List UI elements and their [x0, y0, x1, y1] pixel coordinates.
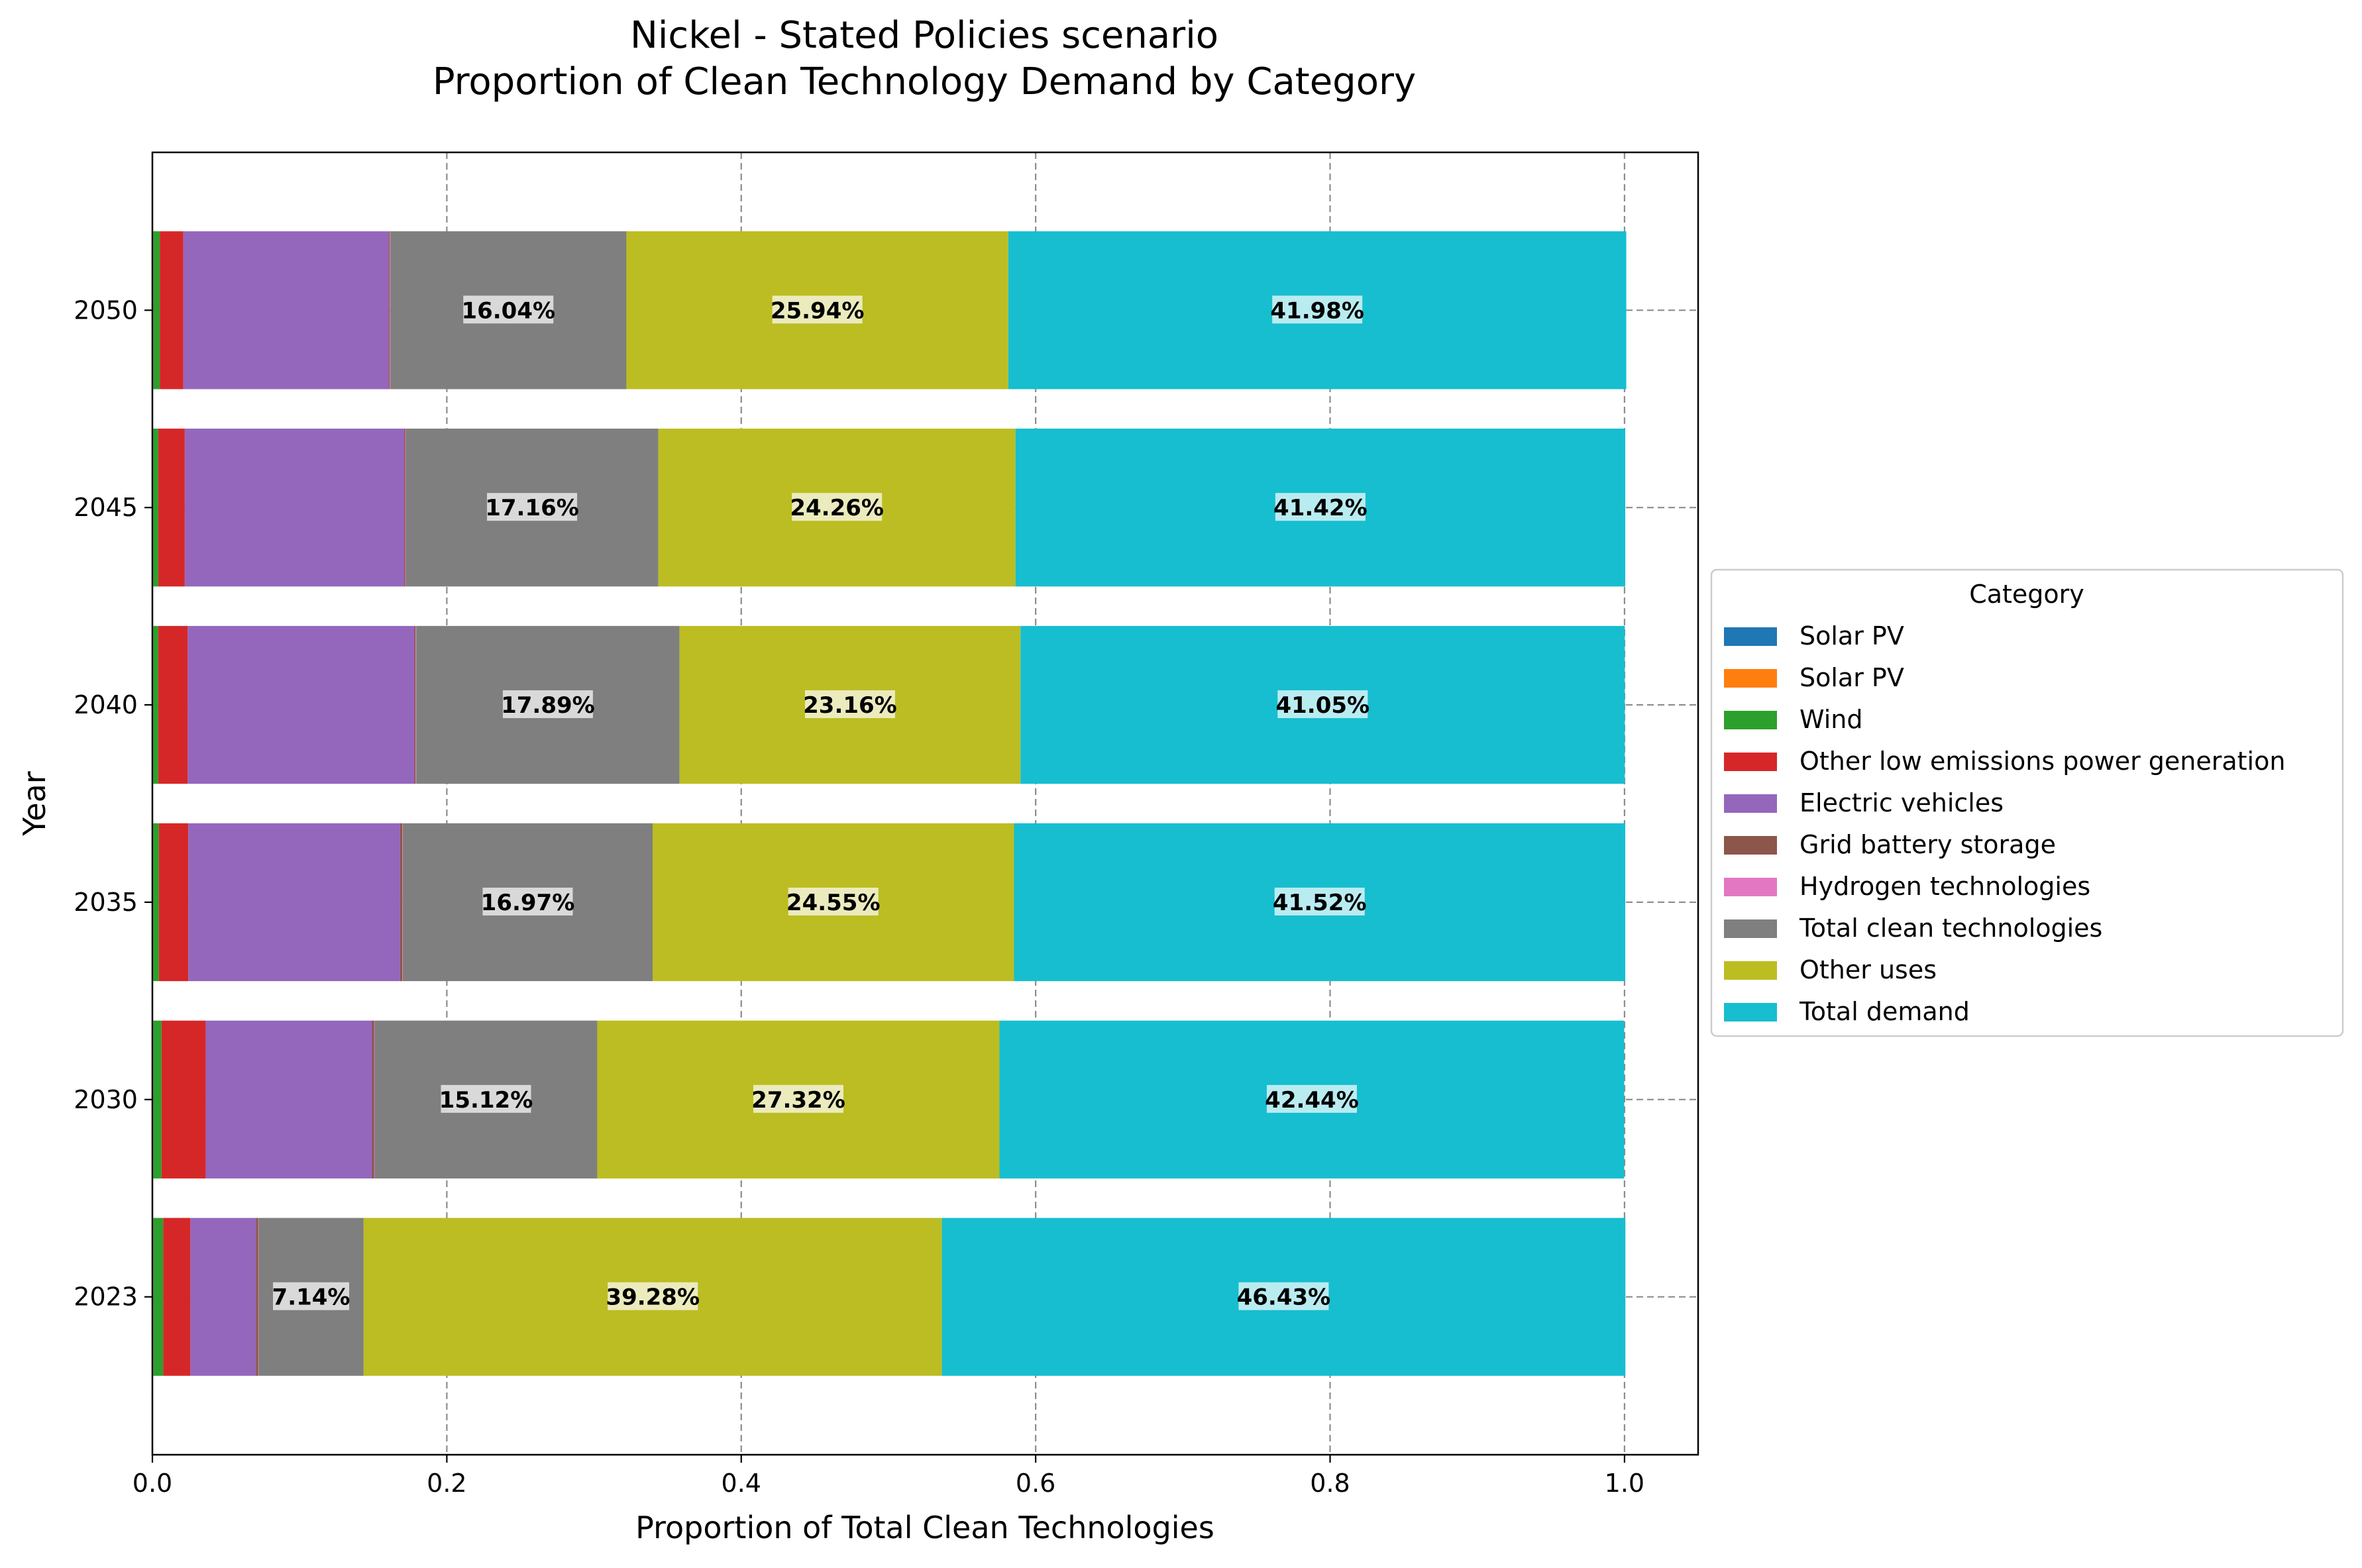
x-tick-label: 0.0 [133, 1469, 172, 1498]
bar-2035-series-4 [188, 823, 400, 981]
bar-2040-series-4 [188, 626, 414, 784]
legend-swatch [1724, 836, 1777, 855]
bar-2023-series-3 [163, 1218, 190, 1376]
bar-label-2023-series-9: 46.43% [1237, 1284, 1331, 1311]
bar-2030-series-6 [374, 1021, 375, 1178]
bar-2040-series-2 [154, 626, 158, 784]
bar-label-2050-series-7: 16.04% [461, 297, 555, 324]
bar-2045-series-3 [158, 429, 185, 586]
bar-label-2023-series-7: 7.14% [272, 1284, 350, 1311]
bar-2035-series-3 [159, 823, 188, 981]
legend-title: Category [1969, 580, 2084, 609]
legend-entry-label: Electric vehicles [1799, 788, 2004, 817]
y-tick-label-2040: 2040 [74, 690, 138, 719]
bar-2045-series-4 [185, 429, 404, 586]
y-tick-label-2050: 2050 [74, 295, 138, 325]
bar-2030-series-5 [372, 1021, 374, 1178]
legend-swatch [1724, 753, 1777, 771]
bar-label-2035-series-8: 24.55% [786, 890, 881, 916]
bar-2050-series-2 [154, 231, 160, 389]
legend-entry-label: Other uses [1799, 955, 1937, 984]
bar-label-2023-series-8: 39.28% [606, 1284, 700, 1311]
bar-label-2040-series-7: 17.89% [501, 692, 595, 719]
legend-entry-label: Total demand [1799, 997, 1970, 1026]
x-tick-label: 0.6 [1016, 1469, 1055, 1498]
x-axis-ticks: 0.0 0.2 0.4 0.6 0.8 1.0 [133, 1455, 1644, 1498]
legend-swatch [1724, 961, 1777, 980]
y-axis-ticks: 2023 2030 2035 2040 2045 2050 [74, 295, 152, 1311]
bar-2035-series-5 [400, 823, 402, 981]
bar-2050-series-4 [184, 231, 389, 389]
bar-2040-series-5 [414, 626, 415, 784]
bar-label-2030-series-7: 15.12% [439, 1087, 533, 1114]
legend-swatch [1724, 711, 1777, 729]
legend-entry-label: Total clean technologies [1799, 914, 2102, 943]
legend-entry-label: Wind [1799, 705, 1863, 734]
legend-entry-label: Hydrogen technologies [1799, 872, 2090, 901]
bar-2023-series-6 [258, 1218, 259, 1376]
bar-label-2045-series-7: 17.16% [485, 495, 579, 521]
bar-label-2030-series-9: 42.44% [1265, 1087, 1359, 1114]
bar-2035-series-2 [154, 823, 159, 981]
chart-title-line-2: Proportion of Clean Technology Demand by… [433, 60, 1416, 103]
x-tick-label: 0.4 [722, 1469, 761, 1498]
legend-swatch [1724, 794, 1777, 813]
legend-entry-label: Solar PV [1799, 663, 1904, 692]
x-tick-label: 0.8 [1310, 1469, 1350, 1498]
bar-label-2050-series-8: 25.94% [771, 297, 865, 324]
y-axis-label: Year [17, 771, 52, 836]
bar-2030-series-2 [154, 1021, 162, 1178]
bar-label-2050-series-9: 41.98% [1270, 297, 1364, 324]
bar-2040-series-3 [158, 626, 188, 784]
x-axis-label: Proportion of Total Clean Technologies [635, 1510, 1214, 1545]
bar-label-2045-series-8: 24.26% [790, 495, 884, 521]
bars [152, 231, 1627, 1376]
chart-title-line-1: Nickel - Stated Policies scenario [630, 14, 1218, 57]
bar-2023-series-2 [154, 1218, 164, 1376]
bar-label-2030-series-8: 27.32% [751, 1087, 845, 1114]
bar-2050-series-3 [160, 231, 184, 389]
bar-2045-series-5 [404, 429, 405, 586]
bar-label-2040-series-9: 41.05% [1275, 692, 1369, 719]
bar-label-2035-series-9: 41.52% [1273, 890, 1367, 916]
legend-entry-label: Solar PV [1799, 621, 1904, 651]
bar-2045-series-2 [154, 429, 158, 586]
x-tick-label: 1.0 [1605, 1469, 1644, 1498]
bar-label-2035-series-7: 16.97% [481, 890, 575, 916]
bar-2023-series-5 [256, 1218, 258, 1376]
bar-2050-series-5 [389, 231, 390, 389]
bar-2045-series-6 [405, 429, 406, 586]
bar-2023-series-4 [190, 1218, 256, 1376]
bar-2040-series-6 [415, 626, 416, 784]
bar-2030-series-4 [205, 1021, 372, 1178]
legend-swatch [1724, 878, 1777, 896]
legend-swatch [1724, 919, 1777, 938]
bar-2035-series-6 [402, 823, 403, 981]
bar-label-2045-series-9: 41.42% [1273, 495, 1368, 521]
legend-swatch [1724, 669, 1777, 688]
bar-label-2040-series-8: 23.16% [803, 692, 897, 719]
x-tick-label: 0.2 [427, 1469, 466, 1498]
y-tick-label-2023: 2023 [74, 1282, 138, 1312]
bar-2030-series-3 [162, 1021, 206, 1178]
y-tick-label-2030: 2030 [74, 1085, 138, 1114]
legend: Category Solar PV Solar PV Wind Other low e… [1711, 570, 2343, 1036]
y-tick-label-2045: 2045 [74, 493, 138, 522]
legend-swatch [1724, 1003, 1777, 1021]
y-tick-label-2035: 2035 [74, 888, 138, 917]
legend-entry-label: Grid battery storage [1799, 830, 2056, 859]
legend-entry-label: Other low emissions power generation [1799, 747, 2285, 776]
legend-swatch [1724, 627, 1777, 646]
